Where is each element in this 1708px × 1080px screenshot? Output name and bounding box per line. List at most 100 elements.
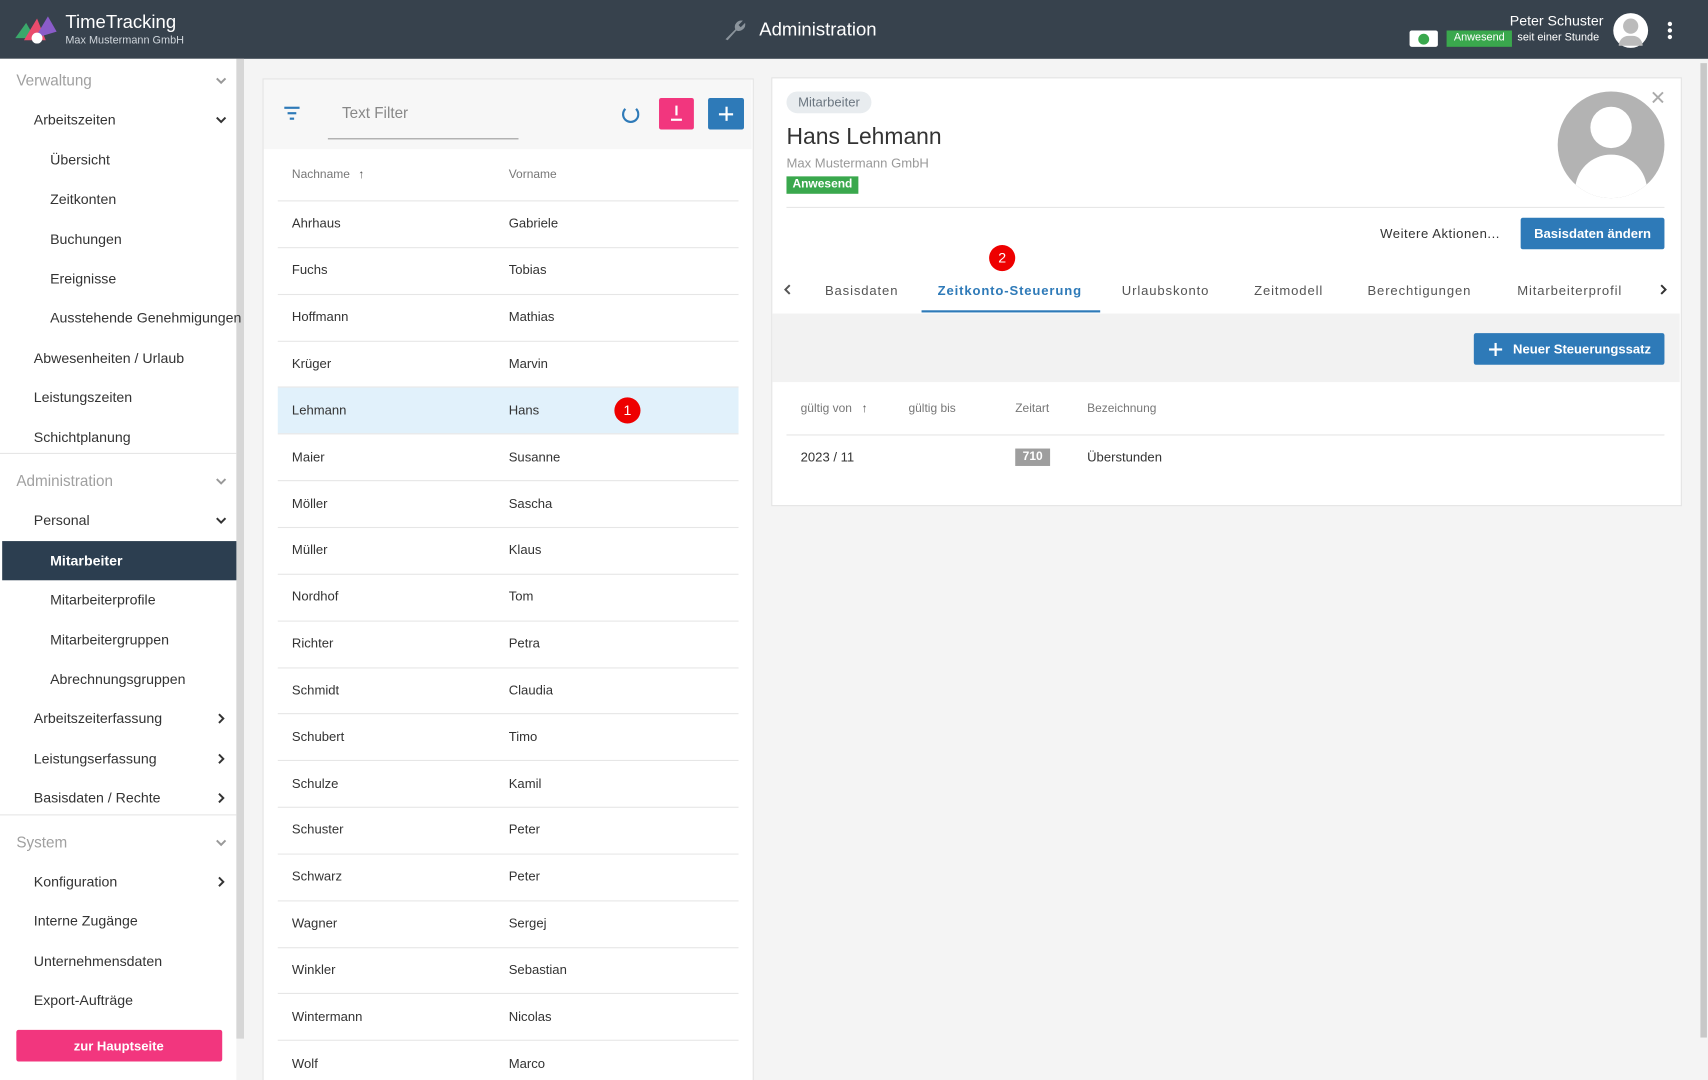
sidebar-item[interactable]: Buchungen [50,230,122,247]
sidebar-item[interactable]: Abwesenheiten / Urlaub [33,349,185,366]
new-button-label[interactable]: Neuer Steuerungssatz [1513,341,1652,357]
cell[interactable]: Hans [508,402,540,418]
sidebar-item[interactable]: Basisdaten / Rechte [33,789,161,807]
cell[interactable]: Nordhof [291,588,339,605]
cell[interactable]: Winkler [291,962,336,978]
cell[interactable]: Maier [291,449,325,465]
tab[interactable]: Urlaubskonto [1121,282,1210,299]
chevron-right[interactable] [1657,283,1670,296]
cell[interactable]: Wintermann [291,1008,363,1025]
filter-input[interactable]: Text Filter [342,104,409,122]
cell[interactable]: Claudia [508,682,554,698]
column-header[interactable]: gültig bis [908,402,956,416]
tab[interactable]: Zeitkonto-Steuerung [937,282,1082,299]
refresh-icon[interactable] [621,105,640,124]
add-button[interactable] [708,97,744,130]
column-header[interactable]: Bezeichnung [1087,402,1157,416]
sidebar-item[interactable]: Ereignisse [50,270,117,287]
cell[interactable]: Petra [508,635,540,651]
new-button[interactable] [1473,333,1665,365]
menu-dots[interactable] [1664,20,1675,42]
sidebar-item[interactable]: Personal [33,512,90,529]
sidebar-item[interactable]: Mitarbeitergruppen [50,631,169,648]
chevron-down[interactable] [215,514,228,527]
cell[interactable]: Nicolas [508,1008,552,1025]
cell[interactable]: Klaus [508,542,542,558]
sidebar-item[interactable]: Ausstehende Genehmigungen [50,309,242,327]
cell[interactable]: Kamil [508,775,542,791]
edit-button-label[interactable]: Basisdaten ändern [1534,226,1652,242]
sidebar-item[interactable]: Administration [16,472,113,490]
column-header[interactable]: Nachname [291,168,350,182]
cell[interactable]: Fuchs [291,262,328,278]
cell[interactable]: Tom [508,588,534,605]
chevron-right[interactable] [215,875,228,888]
home-button-label[interactable]: zur Hauptseite [73,1038,164,1054]
sidebar-item[interactable]: Leistungszeiten [33,389,133,406]
sidebar-item[interactable]: Unternehmensdaten [33,952,163,969]
sidebar-item[interactable]: Mitarbeiterprofile [50,591,156,608]
cell[interactable]: Wagner [291,915,338,931]
cell[interactable]: Wolf [291,1055,318,1071]
cell[interactable]: Peter [508,822,540,838]
chevron-right[interactable] [215,752,228,765]
sidebar-item[interactable]: Zeitkonten [50,190,117,208]
edit-button[interactable] [1520,217,1665,250]
cell[interactable]: Schuster [291,822,344,838]
sidebar-item[interactable]: Konfiguration [33,873,118,890]
sidebar-item[interactable]: Mitarbeiter [50,551,123,569]
cell[interactable]: Sascha [508,495,553,511]
filter-icon[interactable] [284,106,300,120]
user-avatar[interactable] [1613,13,1649,48]
cell[interactable]: Hoffmann [291,309,349,325]
active-item-bg[interactable] [2,540,237,581]
sidebar-item[interactable]: Leistungserfassung [33,750,157,767]
tab[interactable]: Zeitmodell [1254,282,1324,299]
close-icon[interactable]: ✕ [1649,87,1667,110]
chevron-right[interactable] [215,712,228,725]
cell[interactable]: Marvin [508,355,548,371]
cell[interactable]: Schwarz [291,868,343,885]
cell[interactable]: Mathias [508,309,555,325]
home-button[interactable] [16,1029,223,1062]
cell[interactable]: Müller [291,542,328,558]
column-header[interactable]: Vorname [508,168,557,182]
sidebar-item[interactable]: Schichtplanung [33,428,131,446]
cell[interactable]: Ahrhaus [291,215,341,232]
cell[interactable]: Schmidt [291,682,340,698]
cell[interactable]: Sebastian [508,962,567,978]
sidebar-item[interactable]: Übersicht [50,151,110,168]
tab[interactable]: Berechtigungen [1367,282,1472,299]
sidebar-item[interactable]: Arbeitszeiten [33,111,116,129]
cell[interactable]: Peter [508,868,540,885]
cell[interactable]: Gabriele [508,215,559,232]
cell[interactable]: Sergej [508,915,547,931]
cell[interactable]: Krüger [291,355,332,371]
sidebar-item[interactable]: System [16,833,68,851]
column-header[interactable]: Zeitart [1015,402,1050,416]
sidebar-item[interactable]: Interne Zugänge [33,912,138,930]
sidebar-item[interactable]: Verwaltung [16,71,92,89]
sidebar-item[interactable]: Abrechnungsgruppen [50,670,186,688]
chevron-down[interactable] [215,114,228,127]
more-actions[interactable]: Weitere Aktionen... [1380,226,1500,242]
tab[interactable]: Mitarbeiterprofil [1517,282,1623,299]
chevron-down[interactable] [215,74,228,87]
cell[interactable]: Tobias [508,262,547,278]
column-header[interactable]: gültig von [800,402,852,416]
chevron-down[interactable] [215,475,228,488]
cell[interactable]: Schulze [291,775,339,791]
cell[interactable]: Lehmann [291,402,347,418]
chevron-left[interactable] [781,283,794,296]
sidebar-item[interactable]: Arbeitszeiterfassung [33,710,163,727]
sidebar-item[interactable]: Export-Aufträge [33,992,133,1009]
cell[interactable]: Möller [291,495,328,511]
cell[interactable]: Timo [508,728,538,745]
cell[interactable]: Schubert [291,728,345,745]
export-button[interactable] [659,97,694,130]
tab[interactable]: Basisdaten [824,282,899,299]
chevron-down[interactable] [215,836,228,849]
cell[interactable]: Richter [291,635,334,651]
chevron-right[interactable] [215,792,228,805]
cell[interactable]: Marco [508,1055,546,1071]
